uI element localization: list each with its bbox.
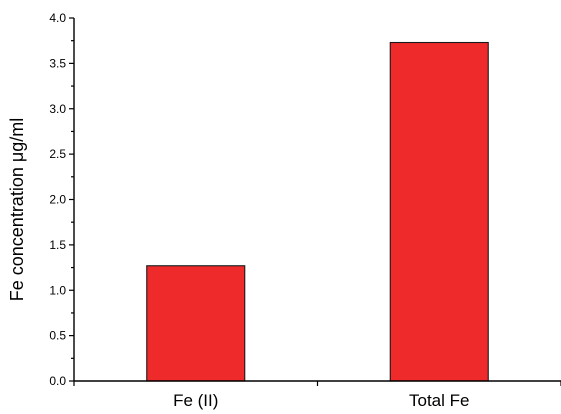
x-tick-label: Total Fe [409,391,469,410]
y-tick-label: 2.5 [49,147,66,161]
bar [389,41,489,382]
y-tick-label: 1.0 [49,283,66,297]
y-axis-ticks: 0.0 0.5 1.0 1.5 2.0 2.5 3.0 3.5 4.0 [49,11,74,388]
y-axis-title: Fe concentration μg/ml [7,118,27,301]
bars-group [146,41,489,382]
x-tick-label: Fe (II) [173,391,218,410]
y-tick-label: 3.5 [49,56,66,70]
y-tick-label: 0.0 [49,374,66,388]
y-tick-label: 0.5 [49,329,66,343]
y-tick-label: 4.0 [49,11,66,25]
bar [146,265,246,382]
y-tick-label: 3.0 [49,102,66,116]
y-tick-label: 2.0 [49,193,66,207]
x-axis-ticks: Fe (II) Total Fe [73,381,561,410]
y-tick-label: 1.5 [49,238,66,252]
